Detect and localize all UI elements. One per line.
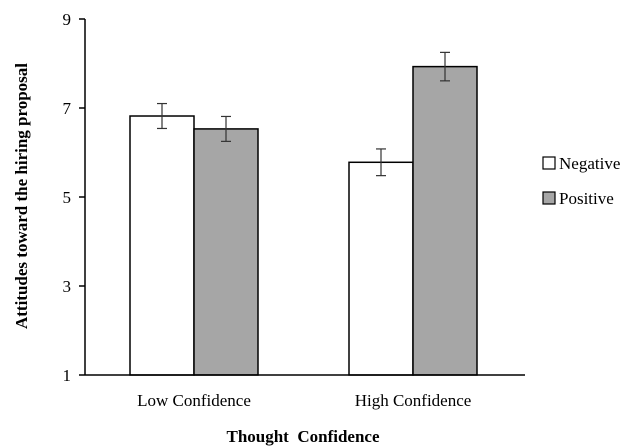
legend: Negative Positive xyxy=(542,154,620,208)
error-bars-layer xyxy=(157,51,450,177)
bar-negative-high xyxy=(348,161,414,376)
x-category-labels: Low Confidence High Confidence xyxy=(137,391,471,410)
error-bar xyxy=(221,115,231,142)
error-bar xyxy=(376,148,386,177)
y-axis-title: Attitudes toward the hiring proposal xyxy=(12,63,31,329)
y-tick-label: 9 xyxy=(63,10,72,29)
legend-label-positive: Positive xyxy=(559,189,614,208)
x-category-label: High Confidence xyxy=(355,391,472,410)
bar-positive-low xyxy=(193,128,259,376)
bar-negative-low xyxy=(129,115,195,376)
x-category-label: Low Confidence xyxy=(137,391,251,410)
bar-positive-high xyxy=(412,65,478,376)
legend-label-negative: Negative xyxy=(559,154,620,173)
y-tick-label: 7 xyxy=(63,99,72,118)
x-axis-title: Thought Confidence xyxy=(226,427,379,446)
error-bar xyxy=(157,102,167,130)
legend-swatch-positive xyxy=(542,191,556,205)
legend-swatch-negative xyxy=(542,156,556,170)
y-ticks-layer: 1 3 5 7 9 xyxy=(63,10,85,385)
bars-layer xyxy=(129,65,478,376)
error-bar xyxy=(440,51,450,82)
y-tick-label: 3 xyxy=(63,277,72,296)
y-tick-label: 1 xyxy=(63,366,72,385)
y-tick-label: 5 xyxy=(63,188,72,207)
